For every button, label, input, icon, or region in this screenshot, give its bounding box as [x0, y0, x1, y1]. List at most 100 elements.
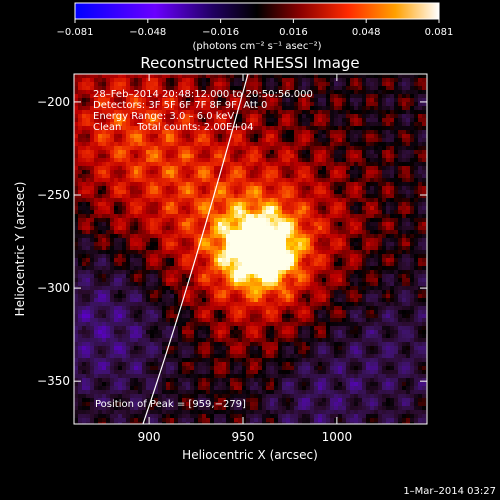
heatmap-cell	[90, 118, 95, 123]
heatmap-cell	[330, 202, 335, 207]
heatmap-cell	[350, 154, 355, 159]
heatmap-cell	[282, 178, 287, 183]
heatmap-cell	[250, 162, 255, 167]
heatmap-cell	[330, 278, 335, 283]
heatmap-cell	[210, 258, 215, 263]
heatmap-cell	[334, 214, 339, 219]
heatmap-cell	[218, 78, 223, 83]
heatmap-cell	[330, 74, 335, 79]
heatmap-cell	[222, 166, 227, 171]
heatmap-cell	[226, 282, 231, 287]
heatmap-cell	[154, 98, 159, 103]
heatmap-cell	[126, 234, 131, 239]
heatmap-cell	[134, 214, 139, 219]
heatmap-cell	[154, 74, 159, 79]
heatmap-cell	[298, 134, 303, 139]
heatmap-cell	[130, 110, 135, 115]
heatmap-cell	[418, 226, 423, 231]
heatmap-cell	[374, 274, 379, 279]
heatmap-cell	[382, 110, 387, 115]
heatmap-cell	[94, 130, 99, 135]
heatmap-cell	[374, 146, 379, 151]
heatmap-cell	[102, 106, 107, 111]
heatmap-cell	[218, 82, 223, 87]
heatmap-cell	[342, 274, 347, 279]
heatmap-cell	[418, 278, 423, 283]
heatmap-cell	[314, 186, 319, 191]
heatmap-cell	[418, 82, 423, 87]
heatmap-cell	[106, 174, 111, 179]
heatmap-cell	[82, 238, 87, 243]
heatmap-cell	[322, 206, 327, 211]
heatmap-cell	[418, 118, 423, 123]
heatmap-cell	[178, 114, 183, 119]
heatmap-cell	[278, 230, 283, 235]
heatmap-cell	[78, 226, 83, 231]
heatmap-cell	[358, 170, 363, 175]
heatmap-cell	[162, 290, 167, 295]
heatmap-cell	[102, 170, 107, 175]
heatmap-cell	[242, 218, 247, 223]
heatmap-cell	[298, 294, 303, 299]
heatmap-cell	[294, 82, 299, 87]
heatmap-cell	[186, 102, 191, 107]
heatmap-cell	[118, 266, 123, 271]
heatmap-cell	[274, 150, 279, 155]
heatmap-cell	[334, 74, 339, 79]
heatmap-cell	[266, 290, 271, 295]
heatmap-cell	[154, 126, 159, 131]
heatmap-cell	[194, 90, 199, 95]
heatmap-cell	[330, 118, 335, 123]
heatmap-cell	[82, 206, 87, 211]
heatmap-cell	[238, 102, 243, 107]
heatmap-cell	[202, 130, 207, 135]
heatmap-cell	[110, 234, 115, 239]
heatmap-cell	[146, 234, 151, 239]
heatmap-cell	[142, 162, 147, 167]
heatmap-cell	[386, 226, 391, 231]
heatmap-cell	[170, 86, 175, 91]
heatmap-cell	[194, 290, 199, 295]
heatmap-cell	[222, 194, 227, 199]
heatmap-cell	[338, 274, 343, 279]
heatmap-cell	[242, 258, 247, 263]
heatmap-cell	[90, 122, 95, 127]
heatmap-cell	[394, 254, 399, 259]
heatmap-cell	[86, 82, 91, 87]
heatmap-cell	[142, 210, 147, 215]
heatmap-cell	[290, 114, 295, 119]
heatmap-cell	[314, 290, 319, 295]
heatmap-cell	[142, 218, 147, 223]
heatmap-cell	[102, 134, 107, 139]
heatmap-cell	[422, 106, 427, 111]
heatmap-cell	[226, 234, 231, 239]
heatmap-cell	[322, 254, 327, 259]
heatmap-cell	[174, 110, 179, 115]
heatmap-cell	[210, 106, 215, 111]
heatmap-cell	[398, 102, 403, 107]
heatmap-cell	[174, 286, 179, 291]
heatmap-cell	[138, 270, 143, 275]
heatmap-cell	[238, 114, 243, 119]
heatmap-cell	[278, 198, 283, 203]
heatmap-cell	[386, 242, 391, 247]
heatmap-cell	[134, 86, 139, 91]
heatmap-cell	[406, 90, 411, 95]
heatmap-cell	[258, 170, 263, 175]
heatmap-cell	[246, 210, 251, 215]
heatmap-cell	[94, 230, 99, 235]
heatmap-cell	[354, 178, 359, 183]
heatmap-cell	[378, 186, 383, 191]
heatmap-cell	[382, 134, 387, 139]
heatmap-cell	[398, 74, 403, 79]
heatmap-cell	[78, 238, 83, 243]
heatmap-cell	[78, 250, 83, 255]
heatmap-cell	[278, 246, 283, 251]
heatmap-cell	[178, 194, 183, 199]
heatmap-cell	[378, 290, 383, 295]
heatmap-cell	[366, 214, 371, 219]
heatmap-cell	[410, 270, 415, 275]
heatmap-cell	[258, 270, 263, 275]
heatmap-cell	[342, 166, 347, 171]
heatmap-cell	[194, 230, 199, 235]
